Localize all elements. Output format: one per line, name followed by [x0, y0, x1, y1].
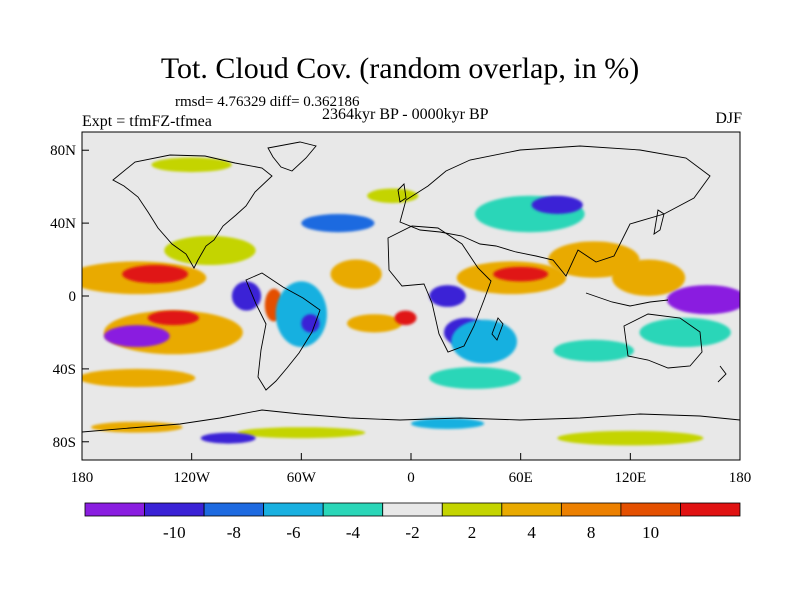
colorbar-label: 10 [642, 523, 659, 542]
colorbar-swatch [84, 502, 145, 517]
anomaly-patch [200, 432, 256, 444]
x-tick-label: 60W [287, 470, 317, 486]
anomaly-patch [411, 418, 485, 430]
colorbar-label: -4 [346, 523, 361, 542]
anomaly-patch [394, 310, 417, 326]
anomaly-patch [557, 430, 704, 446]
x-axis: 180 120W 60W 0 60E 120E 180 [71, 453, 752, 486]
anomaly-patch [151, 157, 232, 173]
coastlines [82, 141, 740, 433]
colorbar-swatch [322, 502, 384, 517]
colorbar-label: 2 [468, 523, 477, 542]
anomaly-patch [429, 285, 466, 307]
season-label: DJF [715, 110, 742, 127]
colorbar-label: -2 [405, 523, 419, 542]
colorbar: -10 -8 -6 -4 -2 2 4 8 10 [84, 502, 741, 542]
y-tick-label: 80N [50, 143, 76, 159]
anomaly-patch [231, 281, 262, 311]
anomaly-patch [122, 265, 189, 284]
x-tick-label: 180 [71, 470, 94, 486]
colorbar-swatch [620, 502, 681, 517]
colorbar-swatch [144, 502, 205, 517]
anomaly-patch [275, 281, 327, 348]
colorbar-label: -10 [163, 523, 186, 542]
anomaly-patch [330, 259, 382, 289]
anomaly-patch [429, 367, 521, 389]
anomaly-patch [301, 314, 320, 333]
y-tick-label: 40S [53, 362, 76, 378]
y-axis: 80N 40N 0 40S 80S [50, 143, 89, 451]
experiment-label: Expt = tfmFZ-tfmea [82, 113, 212, 130]
x-tick-label: 120E [614, 470, 646, 486]
anomaly-patch [553, 339, 634, 362]
anomaly-patch [451, 319, 518, 364]
rmsd-diff-stats: rmsd= 4.76329 diff= 0.362186 [175, 94, 360, 110]
map-title: Tot. Cloud Cov. (random overlap, in %) [160, 52, 640, 85]
anomaly-patch [164, 235, 256, 266]
anomaly-patch [493, 266, 549, 282]
colorbar-swatch [263, 502, 324, 517]
colorbar-swatch [203, 502, 265, 517]
map-background [82, 132, 740, 460]
anomaly-patch [237, 427, 366, 439]
x-tick-label: 180 [729, 470, 752, 486]
anomaly-patch [103, 325, 170, 348]
colorbar-swatch [382, 502, 443, 517]
anomaly-patch [639, 317, 731, 348]
x-tick-label: 60E [509, 470, 533, 486]
anomaly-patch [367, 188, 419, 204]
colorbar-label: 8 [587, 523, 596, 542]
x-tick-label: 0 [407, 470, 415, 486]
y-tick-label: 80S [53, 435, 76, 451]
colorbar-swatch [441, 502, 503, 517]
anomaly-patch [531, 195, 583, 214]
anomaly-patch [612, 259, 686, 296]
colorbar-label: -6 [286, 523, 300, 542]
colorbar-swatch [501, 502, 562, 517]
colorbar-label: -8 [227, 523, 241, 542]
y-tick-label: 0 [69, 289, 77, 305]
time-period-label: 2364kyr BP - 0000kyr BP [322, 106, 489, 123]
colorbar-swatch [680, 502, 741, 517]
anomaly-patch [82, 368, 196, 388]
anomaly-patch [666, 285, 740, 315]
colorbar-label: 4 [527, 523, 536, 542]
x-tick-label: 120W [173, 470, 211, 486]
colorbar-swatch [560, 502, 622, 517]
anomaly-patch [347, 314, 402, 333]
anomaly-patch [147, 310, 199, 326]
anomaly-patch [301, 214, 375, 233]
y-tick-label: 40N [50, 216, 76, 232]
